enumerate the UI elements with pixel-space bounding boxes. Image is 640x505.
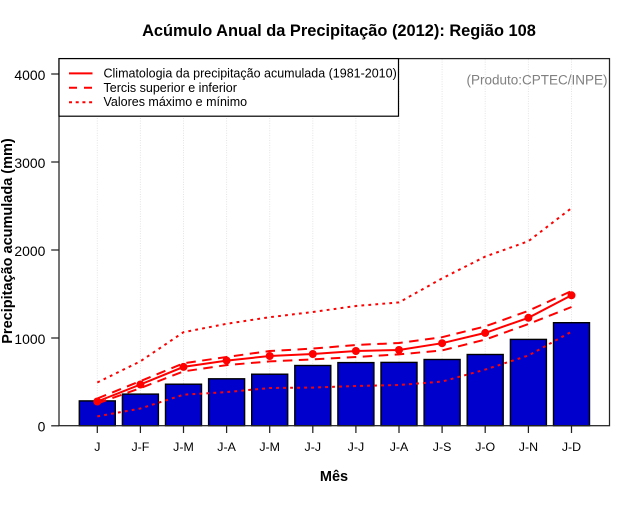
- svg-text:Valores máximo e mínimo: Valores máximo e mínimo: [104, 95, 248, 109]
- svg-text:J-M: J-M: [259, 440, 280, 454]
- svg-text:0: 0: [38, 419, 46, 435]
- svg-text:Tercis superior e inferior: Tercis superior e inferior: [104, 81, 237, 95]
- svg-text:J-A: J-A: [390, 440, 409, 454]
- svg-text:J-D: J-D: [562, 440, 581, 454]
- svg-text:J-N: J-N: [519, 440, 538, 454]
- svg-text:3000: 3000: [14, 155, 45, 171]
- svg-text:(Produto:CPTEC/INPE): (Produto:CPTEC/INPE): [466, 72, 607, 87]
- svg-text:J-O: J-O: [475, 440, 495, 454]
- svg-text:J-J: J-J: [305, 440, 322, 454]
- svg-text:Mês: Mês: [320, 469, 348, 485]
- svg-text:J-M: J-M: [173, 440, 194, 454]
- svg-text:1000: 1000: [14, 331, 45, 347]
- svg-text:J-J: J-J: [348, 440, 365, 454]
- svg-text:J-S: J-S: [433, 440, 452, 454]
- svg-text:Precipitação acumulada (mm): Precipitação acumulada (mm): [0, 138, 16, 344]
- svg-text:Climatologia da precipitação a: Climatologia da precipitação acumulada (…: [104, 66, 397, 80]
- svg-text:J: J: [94, 440, 100, 454]
- svg-text:J-F: J-F: [131, 440, 149, 454]
- svg-text:Acúmulo Anual da Precipitação: Acúmulo Anual da Precipitação (2012): Re…: [142, 22, 536, 40]
- svg-text:2000: 2000: [14, 243, 45, 259]
- svg-text:4000: 4000: [14, 67, 45, 83]
- svg-text:J-A: J-A: [217, 440, 236, 454]
